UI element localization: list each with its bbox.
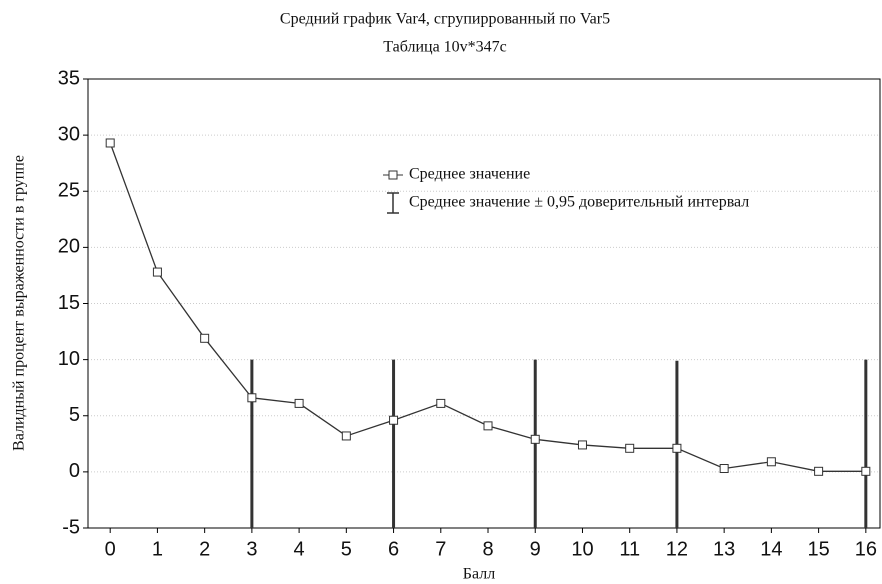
point-marker (672, 443, 682, 453)
x-tick-label: 9 (530, 538, 541, 560)
y-tick-label: 30 (58, 123, 80, 145)
point-marker (341, 431, 351, 441)
y-tick-label: 15 (58, 292, 80, 314)
x-tick-label: 10 (571, 538, 593, 560)
point-marker (483, 421, 493, 431)
point-marker (625, 443, 635, 453)
y-tick-label: -5 (62, 516, 80, 538)
x-tick-label: 2 (199, 538, 210, 560)
y-axis-label: Валидный процент выраженности в группе (11, 155, 28, 451)
point-marker (436, 398, 446, 408)
point-marker (294, 398, 304, 408)
y-tick-label: 25 (58, 180, 80, 202)
plot-frame (87, 78, 881, 529)
x-tick-label: 14 (760, 538, 782, 560)
point-marker (766, 457, 776, 467)
point-marker (105, 138, 115, 148)
x-tick-label: 5 (341, 538, 352, 560)
legend-marker (388, 170, 398, 180)
legend-label: Среднее значение ± 0,95 доверительный ин… (409, 194, 749, 211)
x-tick-label: 7 (435, 538, 446, 560)
point-marker (247, 393, 257, 403)
x-tick-label: 13 (713, 538, 735, 560)
point-marker (861, 466, 871, 476)
y-tick-label: 20 (58, 236, 80, 258)
y-tick-label: 0 (69, 460, 80, 482)
x-tick-label: 0 (105, 538, 116, 560)
point-marker (152, 267, 162, 277)
legend-label: Среднее значение (409, 166, 530, 183)
point-marker (530, 434, 540, 444)
y-tick-label: 10 (58, 348, 80, 370)
x-tick-label: 1 (152, 538, 163, 560)
x-tick-label: 12 (666, 538, 688, 560)
x-tick-label: 6 (388, 538, 399, 560)
point-marker (719, 464, 729, 474)
x-tick-label: 4 (294, 538, 305, 560)
point-marker (389, 415, 399, 425)
x-tick-label: 3 (246, 538, 257, 560)
chart-title: Средний график Var4, сгрупиррованный по … (280, 11, 610, 28)
x-axis-label: Балл (463, 566, 495, 583)
chart-subtitle: Таблица 10v*347c (383, 39, 507, 56)
x-tick-label: 16 (855, 538, 877, 560)
point-marker (200, 333, 210, 343)
x-tick-label: 8 (482, 538, 493, 560)
x-tick-label: 15 (807, 538, 829, 560)
y-tick-label: 35 (58, 67, 80, 89)
point-marker (577, 440, 587, 450)
x-tick-label: 11 (619, 538, 640, 560)
point-marker (814, 466, 824, 476)
y-tick-label: 5 (69, 404, 80, 426)
legend-error-icon (387, 192, 399, 214)
